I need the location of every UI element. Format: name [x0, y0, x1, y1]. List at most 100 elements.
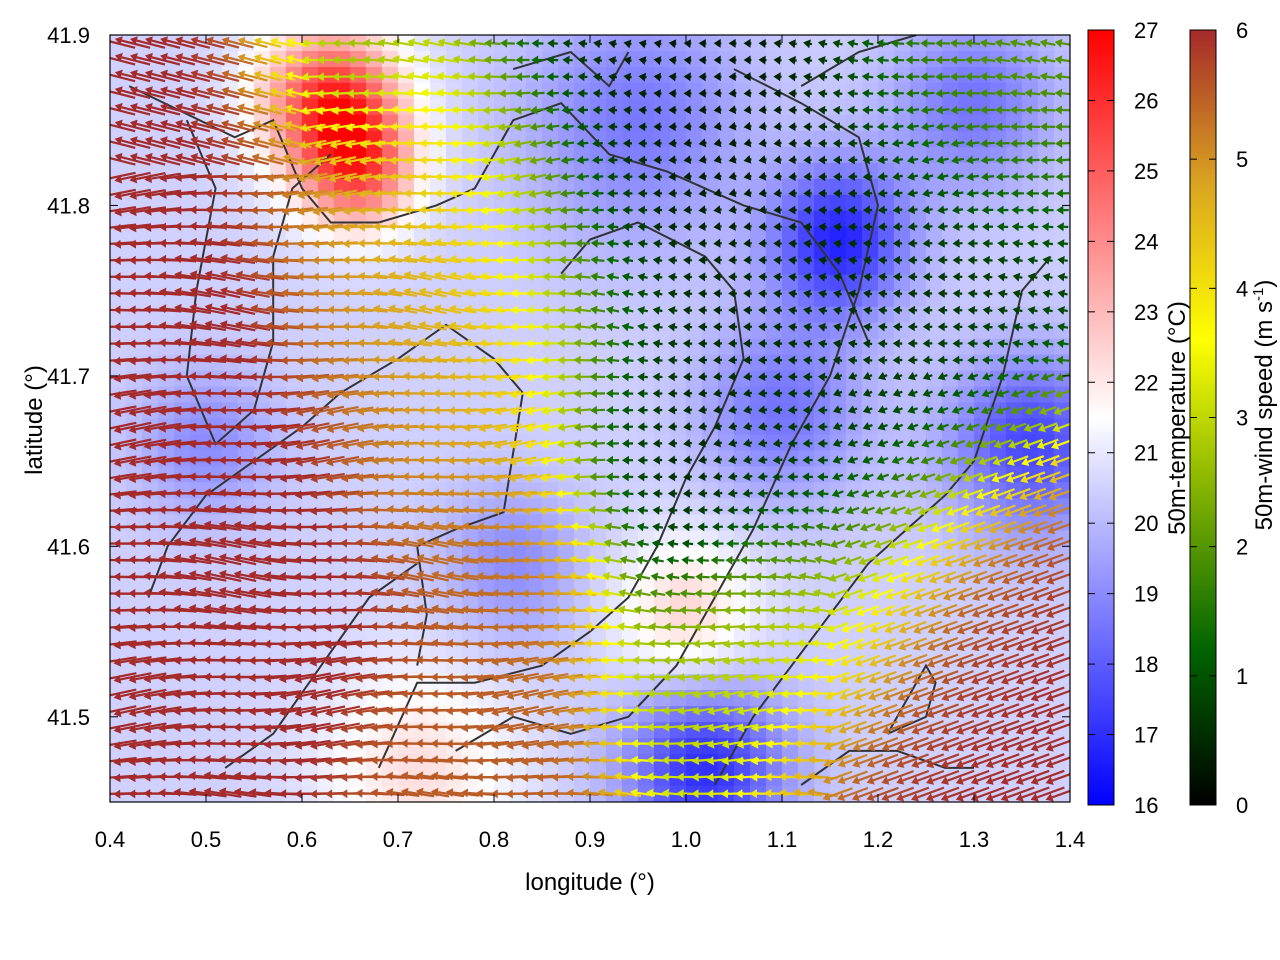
temperature-cell	[990, 210, 1007, 228]
temperature-cell	[110, 226, 127, 244]
temperature-cell	[638, 482, 655, 499]
temperature-cell	[606, 466, 623, 483]
temperature-cell	[430, 706, 447, 723]
temperature-cell	[158, 338, 175, 356]
temperature-cell	[174, 738, 191, 755]
temperature-cell	[638, 338, 655, 356]
temperature-cell	[798, 114, 815, 132]
temperature-cell	[766, 354, 783, 372]
temperature-cell	[766, 370, 783, 388]
temperature-cell	[782, 130, 799, 148]
temperature-cell	[654, 98, 671, 116]
temperature-cell	[590, 482, 607, 499]
temperature-cell	[782, 370, 799, 388]
temperature-cell	[270, 626, 287, 643]
temperature-cell	[430, 98, 447, 116]
temperature-cell	[990, 98, 1007, 116]
temperature-cell	[798, 338, 815, 356]
temperature-cell	[430, 722, 447, 739]
temperature-cell	[462, 466, 479, 483]
temperature-cell	[622, 370, 639, 388]
temperature-cell	[398, 114, 415, 132]
temperature-cell	[654, 82, 671, 100]
temperature-cell	[382, 370, 399, 388]
temperature-cell	[366, 226, 383, 244]
temperature-cell	[142, 274, 159, 292]
temperature-cell	[606, 370, 623, 388]
wind-arrow-head	[100, 36, 108, 45]
wind-arrow-head	[98, 539, 105, 548]
temperature-cell	[142, 770, 159, 787]
temperature-cell	[606, 354, 623, 372]
temperature-cell	[126, 594, 143, 611]
temperature-cell	[110, 594, 127, 611]
temperature-cell	[718, 594, 735, 611]
temperature-cell	[254, 210, 271, 228]
temperature-cell	[334, 498, 351, 515]
temperature-cell	[526, 242, 543, 260]
temperature-cell	[318, 514, 335, 531]
temperature-cell	[302, 594, 319, 611]
temperature-cell	[110, 562, 127, 579]
temperature-cell	[142, 210, 159, 228]
temperature-cell	[350, 514, 367, 531]
temperature-cell	[126, 242, 143, 260]
temperature-cell	[158, 258, 175, 276]
temperature-cell	[190, 754, 207, 771]
temperature-cell	[366, 514, 383, 531]
temperature-cell	[574, 466, 591, 483]
temperature-cell	[638, 130, 655, 148]
temperature-cell	[670, 98, 687, 116]
temperature-cell	[542, 610, 559, 627]
wind-arrow-head	[99, 725, 107, 734]
temperature-cell	[862, 114, 879, 132]
wind-arrow-head	[99, 658, 107, 667]
temperature-cell	[286, 370, 303, 388]
temperature-cell	[1006, 226, 1023, 244]
wind-arrow-head	[99, 191, 107, 200]
wind-arrow-head	[99, 692, 107, 701]
temperature-cell	[782, 482, 799, 499]
temperature-cell	[222, 626, 239, 643]
temperature-cell	[190, 738, 207, 755]
wind-arrow-head	[98, 491, 106, 500]
temperature-cell	[318, 594, 335, 611]
temperature-cell	[430, 738, 447, 755]
temperature-cell	[574, 338, 591, 356]
temperature-cell	[782, 354, 799, 372]
temperature-cell	[430, 754, 447, 771]
temperature-cell	[286, 594, 303, 611]
temperature-cell	[254, 754, 271, 771]
temperature-cell	[590, 370, 607, 388]
temperature-cell	[686, 722, 703, 739]
wind-arrow-head	[99, 256, 106, 265]
temperature-cell	[174, 754, 191, 771]
temperature-cell	[350, 354, 367, 372]
temperature-cell	[510, 338, 527, 356]
temperature-cell	[878, 354, 895, 372]
temperature-cell	[1022, 226, 1039, 244]
temperature-cell	[222, 658, 239, 675]
temperature-cell	[126, 258, 143, 276]
temperature-cell	[414, 82, 431, 100]
temperature-cell	[142, 594, 159, 611]
temperature-cell	[270, 370, 287, 388]
temperature-cell	[270, 610, 287, 627]
temperature-cell	[286, 210, 303, 228]
wind-arrow-head	[98, 523, 105, 532]
temperature-cell	[798, 354, 815, 372]
temperature-cell	[350, 498, 367, 515]
temperature-cell	[142, 242, 159, 260]
temperature-cell	[382, 242, 399, 260]
temperature-cell	[878, 338, 895, 356]
temperature-cell	[174, 258, 191, 276]
temperature-cell	[110, 610, 127, 627]
wind-arrow-head	[98, 289, 105, 298]
temperature-cell	[158, 594, 175, 611]
temperature-cell	[974, 82, 991, 100]
temperature-cell	[750, 738, 767, 755]
temperature-cell	[606, 194, 623, 212]
temperature-cell	[782, 242, 799, 260]
temperature-cell	[174, 242, 191, 260]
wind-arrow-head	[99, 425, 107, 434]
